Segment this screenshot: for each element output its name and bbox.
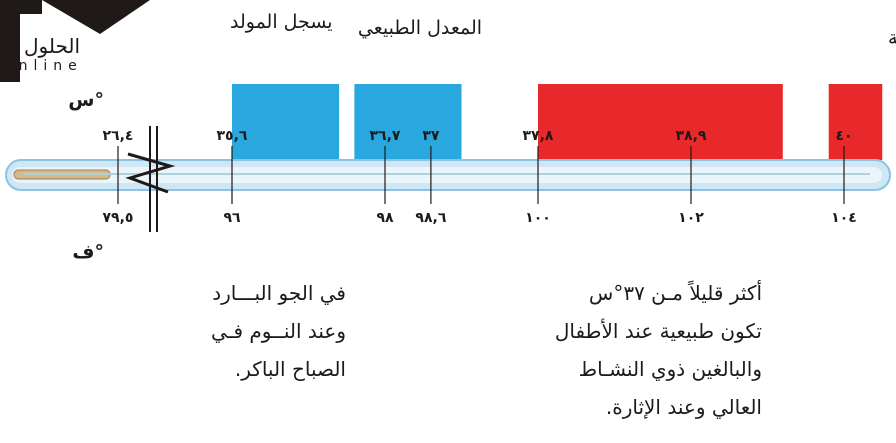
celsius-tick-label: ٣٨,٩ <box>676 128 707 144</box>
celsius-tick-label: ٣٥,٦ <box>217 128 248 144</box>
fahrenheit-unit: ف° <box>72 241 104 263</box>
logo-arabic-text: الحلول <box>24 34 81 58</box>
fahrenheit-tick-label: ٩٨ <box>376 210 394 226</box>
warm-note-line: تكون طبيعية عند الأطفال <box>554 319 762 343</box>
break-fahrenheit-label: ٧٩,٥ <box>103 210 134 226</box>
cold-note-line: في الجو البـــارد <box>212 281 346 305</box>
fahrenheit-tick-label: ١٠٢ <box>678 210 704 226</box>
warm-note: أكثر قليلاً مـن ٣٧°س تكون طبيعية عند الأط… <box>500 274 762 426</box>
cold-note-line: الصباح الباكر. <box>234 357 346 381</box>
band-normal <box>354 84 462 160</box>
band-strenuous <box>828 84 883 160</box>
fahrenheit-tick-label: ٩٦ <box>223 210 241 226</box>
axis-break <box>125 126 176 232</box>
celsius-unit: س° <box>68 89 104 111</box>
celsius-tick-label: ٣٦,٧ <box>370 128 401 144</box>
celsius-tick-label: ٣٧ <box>422 128 440 144</box>
warm-note-line: العالي وعند الإثارة. <box>605 395 762 419</box>
scale-ticks: ٩٦ ٣٥,٦ ٩٨ ٣٦,٧ ٩٨,٦ ٣٧ ١٠٠ ٣٧,٨ ١٠٢ ٣٨,٩ ١٠٤ ٤٠ <box>217 128 857 226</box>
band-elevated <box>538 84 783 160</box>
warm-note-line: والبالغين ذوي النشـاط <box>578 357 762 381</box>
fahrenheit-tick-label: ١٠٠ <box>525 210 551 226</box>
break-celsius-label: ٢٦,٤ <box>103 128 134 144</box>
site-logo: الحلول online <box>0 0 150 82</box>
cold-note-line: وعند النــوم فـي <box>210 319 346 343</box>
warm-note-line: أكثر قليلاً مـن ٣٧°س <box>588 281 762 305</box>
celsius-tick-label: ٣٧,٨ <box>523 128 554 144</box>
header-right: تمارين شاقة <box>888 27 896 49</box>
fahrenheit-tick-label: ٩٨,٦ <box>415 210 446 226</box>
logo-latin-text: online <box>4 58 83 74</box>
header-center: المعدل الطبيعي <box>358 17 482 39</box>
thermometer-tube <box>5 159 891 191</box>
cold-note: في الجو البـــارد وعند النــوم فـي الصباح … <box>150 274 346 388</box>
celsius-tick-label: ٤٠ <box>835 128 852 144</box>
fahrenheit-tick-label: ١٠٤ <box>831 210 857 226</box>
logo-mark <box>0 0 150 82</box>
temperature-bands <box>232 84 883 160</box>
header-left: يسجل المولد <box>230 11 333 33</box>
band-cool <box>232 84 340 160</box>
